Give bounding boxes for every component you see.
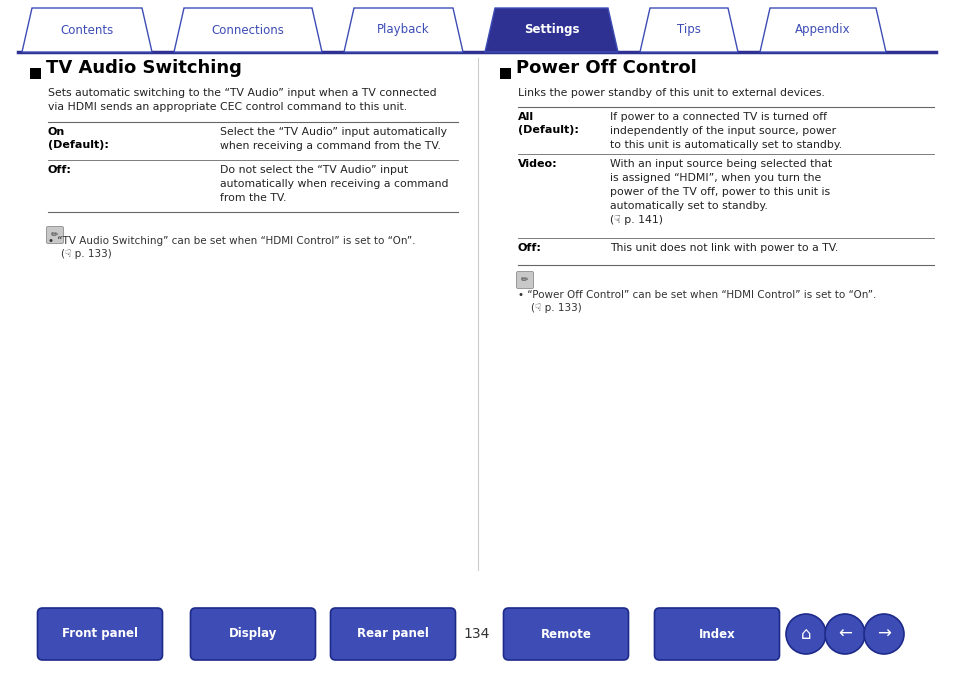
- Polygon shape: [484, 8, 618, 52]
- Polygon shape: [344, 8, 462, 52]
- Text: Connections: Connections: [212, 24, 284, 36]
- Text: ✏: ✏: [51, 230, 59, 240]
- Text: Select the “TV Audio” input automatically
when receiving a command from the TV.: Select the “TV Audio” input automaticall…: [220, 127, 447, 151]
- Text: On
(Default):: On (Default):: [48, 127, 109, 150]
- Text: • “TV Audio Switching” can be set when “HDMI Control” is set to “On”.: • “TV Audio Switching” can be set when “…: [48, 236, 416, 246]
- Bar: [30, 68, 41, 79]
- Text: 134: 134: [463, 627, 490, 641]
- Text: Settings: Settings: [523, 24, 578, 36]
- FancyBboxPatch shape: [654, 608, 779, 660]
- Text: Front panel: Front panel: [62, 627, 138, 641]
- Text: Display: Display: [229, 627, 277, 641]
- Text: ✏: ✏: [520, 275, 528, 285]
- FancyBboxPatch shape: [47, 227, 64, 244]
- Text: • “Power Off Control” can be set when “HDMI Control” is set to “On”.: • “Power Off Control” can be set when “H…: [517, 290, 876, 300]
- Text: Remote: Remote: [540, 627, 591, 641]
- Polygon shape: [173, 8, 322, 52]
- Text: (☟ p. 133): (☟ p. 133): [48, 249, 112, 259]
- FancyBboxPatch shape: [503, 608, 628, 660]
- FancyBboxPatch shape: [37, 608, 162, 660]
- Text: Rear panel: Rear panel: [356, 627, 429, 641]
- FancyBboxPatch shape: [330, 608, 455, 660]
- Circle shape: [863, 614, 903, 654]
- Text: Tips: Tips: [677, 24, 700, 36]
- Text: Index: Index: [698, 627, 735, 641]
- Text: Links the power standby of this unit to external devices.: Links the power standby of this unit to …: [517, 88, 824, 98]
- FancyBboxPatch shape: [516, 271, 533, 289]
- Text: With an input source being selected that
is assigned “HDMI”, when you turn the
p: With an input source being selected that…: [609, 159, 831, 225]
- Text: Video:: Video:: [517, 159, 558, 169]
- Polygon shape: [760, 8, 885, 52]
- Text: (☟ p. 133): (☟ p. 133): [517, 303, 581, 313]
- Text: This unit does not link with power to a TV.: This unit does not link with power to a …: [609, 243, 838, 253]
- FancyBboxPatch shape: [191, 608, 315, 660]
- Text: Contents: Contents: [60, 24, 113, 36]
- Text: All
(Default):: All (Default):: [517, 112, 578, 135]
- Text: Do not select the “TV Audio” input
automatically when receiving a command
from t: Do not select the “TV Audio” input autom…: [220, 165, 448, 203]
- Bar: [499, 68, 511, 79]
- Text: If power to a connected TV is turned off
independently of the input source, powe: If power to a connected TV is turned off…: [609, 112, 841, 150]
- Text: Off:: Off:: [48, 165, 71, 175]
- Text: ←: ←: [837, 625, 851, 643]
- Text: Off:: Off:: [517, 243, 541, 253]
- Text: Appendix: Appendix: [795, 24, 850, 36]
- Text: Sets automatic switching to the “TV Audio” input when a TV connected
via HDMI se: Sets automatic switching to the “TV Audi…: [48, 88, 436, 112]
- Text: ⌂: ⌂: [800, 625, 810, 643]
- Text: Power Off Control: Power Off Control: [516, 59, 696, 77]
- Text: Playback: Playback: [376, 24, 430, 36]
- Text: →: →: [876, 625, 890, 643]
- Circle shape: [785, 614, 825, 654]
- Polygon shape: [22, 8, 152, 52]
- Text: TV Audio Switching: TV Audio Switching: [46, 59, 242, 77]
- Circle shape: [824, 614, 864, 654]
- Polygon shape: [639, 8, 738, 52]
